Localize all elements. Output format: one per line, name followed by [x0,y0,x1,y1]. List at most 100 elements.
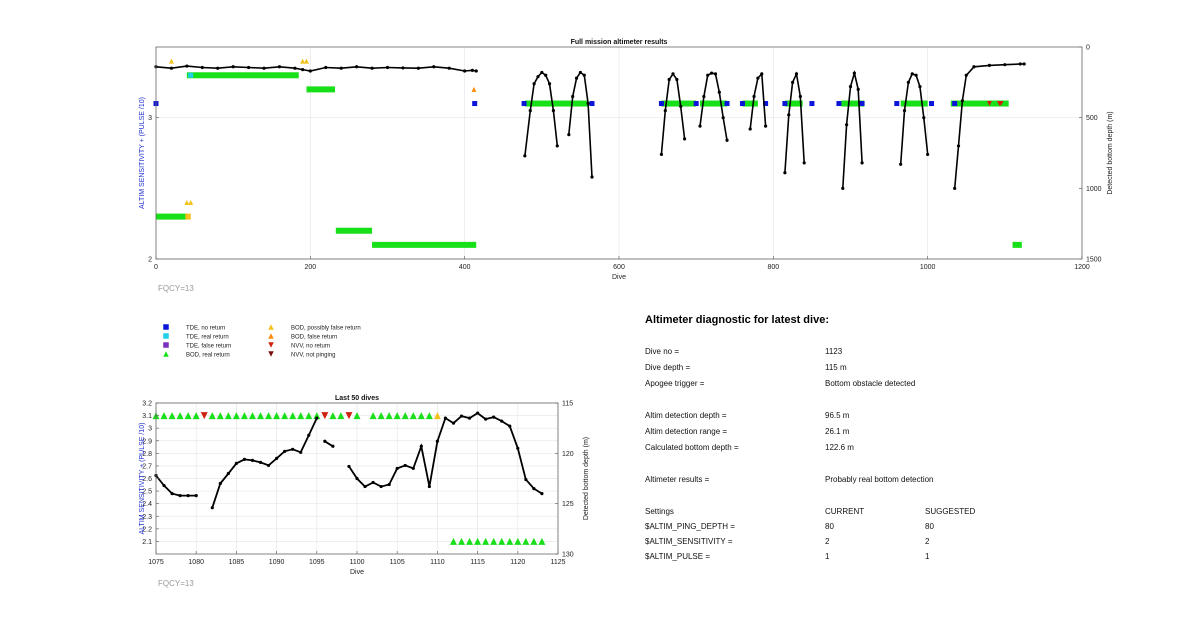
main-marker [300,58,306,64]
legend-label: TDE, no return [186,326,225,332]
main-bar-mark [784,100,803,107]
last50-depth-point [419,444,423,448]
main-bar-mark [700,100,728,107]
main-depth-point [1018,62,1022,66]
main-depth-point [956,144,961,148]
last50-marker [409,412,417,420]
main-depth-line [953,63,1025,189]
main-marker [724,101,730,107]
main-marker [184,199,190,205]
diagnostic-value: Bottom obstacle detected [825,379,916,388]
main-depth-point [675,77,679,82]
settings-suggested-value: 1 [925,552,930,561]
main-marker [859,101,865,107]
last50-marker [273,412,281,420]
main-depth-point [802,161,806,165]
last50-marker [216,412,224,420]
main-x-tick-label: 0 [154,264,158,271]
last50-depth-point [218,481,222,486]
last50-depth-point [258,460,263,464]
main-depth-point [582,73,586,77]
main-marker [809,101,815,107]
main-depth-point [470,68,474,72]
main-depth-point [523,154,527,158]
last50-marker [265,412,273,420]
last50-depth-point [283,449,287,453]
main-depth-point [1022,62,1026,66]
main-depth-point [567,133,571,137]
main-depth-line [660,72,686,155]
main-depth-point [216,66,220,70]
main-depth-point [536,75,540,79]
main-bar-mark [156,213,187,220]
last50-marker [289,412,297,420]
main-depth-line [524,71,559,156]
last50-depth-point [178,494,182,498]
main-depth-point [185,64,189,68]
last50-depth-line [211,417,318,508]
legend-marker [268,342,274,348]
diagnostic-value: 96.5 m [825,411,850,420]
main-depth-point [301,68,305,72]
last50-y-tick-label: 3 [148,426,152,433]
main-bar-mark [950,100,1009,107]
diagnostic-label: Dive depth = [645,363,691,372]
main-depth-point [953,186,957,190]
last50-footnote: FQCY=13 [158,579,194,588]
main-depth-point [355,65,359,69]
main-depth-line [699,72,728,141]
last50-y-tick-label: 3.1 [142,413,152,420]
main-bar-mark [841,100,865,107]
main-depth-point [787,113,791,117]
main-depth-point [987,63,992,67]
main-bar-mark [742,100,758,107]
main-depth-point [447,66,451,70]
main-depth-point [1003,63,1007,67]
last50-marker [385,412,393,420]
main-depth-point [571,94,575,99]
diagnostic-label: Apogee trigger = [645,379,705,388]
last50-marker [240,412,248,420]
last50-marker [490,537,498,545]
last50-y-tick-label: 2.7 [142,463,152,470]
main-bar-mark [372,241,477,248]
last50-depth-point [516,446,520,450]
diagnostic-label: Calculated bottom depth = [645,443,739,452]
main-depth-point [756,76,760,80]
last50-depth-point [371,480,375,485]
main-depth-point [169,66,174,70]
diagnostic-title: Altimeter diagnostic for latest dive: [645,314,829,326]
last50-marker [337,412,345,420]
main-depth-point [432,65,436,69]
last50-marker [248,412,256,420]
main-bar-mark [661,100,697,107]
last50-marker [369,412,377,420]
main-depth-point [713,72,718,76]
main-x-tick-label: 1000 [920,264,936,271]
main-marker [472,101,478,107]
main-y2label: Detected bottom depth (m) [1107,111,1114,194]
main-marker [658,101,664,107]
last50-y2-tick-label: 120 [562,451,574,458]
main-marker [763,101,769,107]
last50-depth-point [540,492,544,496]
settings-header: Settings [645,507,674,516]
settings-current-value: 1 [825,552,830,561]
last50-depth-point [266,463,271,468]
last50-xlabel: Dive [350,569,364,576]
settings-suggested-value: 80 [925,522,934,531]
legend-label: BOD, false return [291,335,337,341]
main-bar-mark [335,227,373,234]
main-depth-point [717,90,721,94]
last50-x-tick-label: 1110 [430,559,445,566]
last50-x-tick-label: 1105 [390,559,405,566]
last50-marker [224,412,232,420]
last50-marker [514,537,522,545]
last50-y-tick-label: 2.2 [142,526,152,533]
main-depth-point [200,65,204,70]
last50-marker [345,412,353,420]
main-y2-tick-label: 0 [1086,45,1090,52]
last50-y-tick-label: 2.1 [142,539,152,546]
last50-marker [257,412,265,420]
last50-marker [281,412,289,420]
